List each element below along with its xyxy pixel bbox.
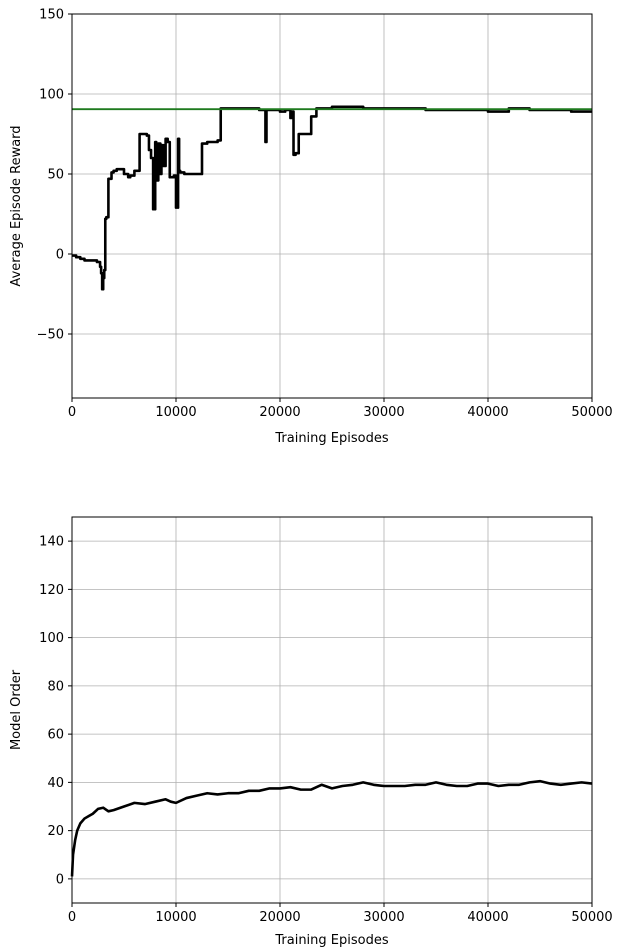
y-tick-label: 20 — [47, 824, 64, 839]
x-axis-label: Training Episodes — [274, 933, 388, 947]
y-tick-label: 50 — [47, 168, 64, 183]
x-tick-label: 20000 — [259, 910, 300, 925]
y-tick-label: 0 — [56, 248, 64, 263]
y-tick-label: 40 — [47, 776, 64, 791]
plot-frame — [71, 516, 593, 904]
model-order-chart: 0 10000 20000 30000 40000 50000 0 20 40 60 80 100 12… — [9, 516, 613, 947]
x-tick-label: 30000 — [363, 910, 404, 925]
y-tick-label: 60 — [47, 728, 64, 743]
y-tick-label: 150 — [39, 8, 64, 23]
x-tick-label: 10000 — [155, 910, 196, 925]
x-tick-label: 50000 — [571, 910, 612, 925]
x-tick-label: 0 — [68, 910, 76, 925]
y-tick-label: −50 — [37, 328, 64, 343]
x-tick-label: 10000 — [155, 405, 196, 420]
y-axis-label: Model Order — [9, 669, 24, 750]
y-tick-label: 140 — [39, 535, 64, 550]
x-tick-label: 40000 — [467, 405, 508, 420]
y-axis-label: Average Episode Reward — [9, 125, 24, 286]
plot-frame — [71, 13, 593, 399]
x-tick-label: 20000 — [259, 405, 300, 420]
x-tick-label: 40000 — [467, 910, 508, 925]
x-tick-label: 50000 — [571, 405, 612, 420]
reward-chart: 0 10000 20000 30000 40000 50000 −50 0 50 100 150 Tr… — [9, 8, 613, 447]
x-axis-label: Training Episodes — [274, 431, 388, 446]
y-tick-label: 0 — [56, 872, 64, 887]
y-tick-label: 120 — [39, 583, 64, 598]
y-tick-label: 80 — [47, 679, 64, 694]
series-line — [70, 779, 593, 877]
y-tick-label: 100 — [39, 631, 64, 646]
x-tick-label: 0 — [68, 405, 76, 420]
series-line — [72, 105, 592, 291]
x-tick-label: 30000 — [363, 405, 404, 420]
y-tick-label: 100 — [39, 88, 64, 103]
